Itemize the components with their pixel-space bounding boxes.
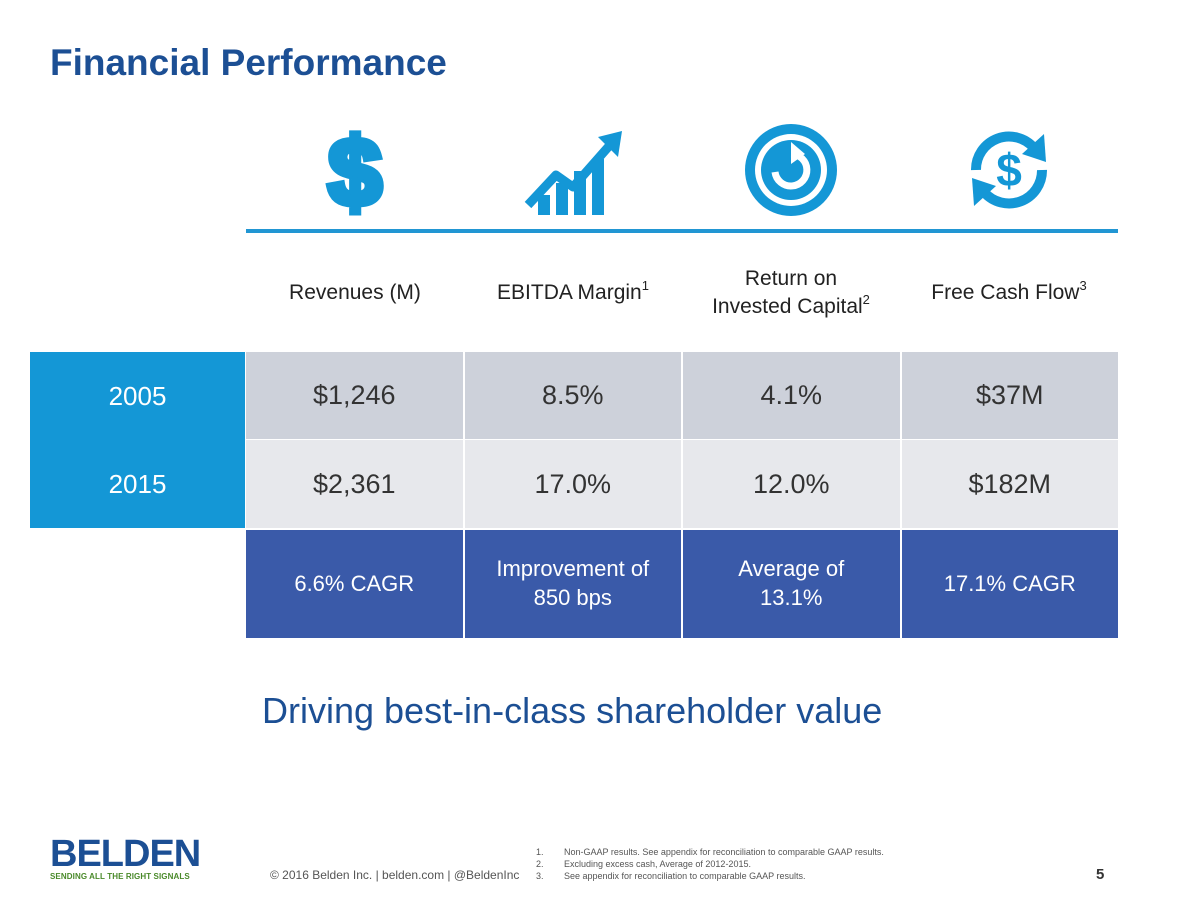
page-number: 5	[1096, 866, 1105, 883]
header-ebitda-margin: EBITDA Margin1	[497, 277, 649, 304]
table-cell: 4.1%	[683, 352, 902, 439]
table-cell: $37M	[901, 352, 1118, 439]
cash-cycle-icon-cell: $	[900, 120, 1118, 220]
header-roic: Return on Invested Capital2	[712, 266, 870, 318]
table-cell: $1,246	[246, 352, 465, 439]
table-cell: $182M	[901, 440, 1118, 528]
svg-text:$: $	[328, 123, 381, 218]
column-headers: Revenues (M) EBITDA Margin1 Return on Inv…	[246, 248, 1118, 338]
tagline: Driving best-in-class shareholder value	[262, 690, 883, 731]
icon-row: $ $ $	[246, 120, 1118, 220]
svg-text:$: $	[996, 144, 1022, 196]
copyright: © 2016 Belden Inc. | belden.com | @Belde…	[270, 868, 520, 882]
table-row: $1,246 8.5% 4.1% $37M	[246, 352, 1118, 439]
footnote: 3. See appendix for reconciliation to com…	[536, 871, 806, 881]
footnote-ref: 3	[1079, 277, 1087, 293]
refresh-icon-cell	[682, 120, 900, 220]
footnotes: 1. Non-GAAP results. See appendix for rec…	[536, 846, 884, 882]
belden-logo: BELDEN SENDING ALL THE RIGHT SIGNALS	[50, 833, 201, 881]
footnote-ref: 1	[641, 277, 649, 293]
cash-cycle-icon: $	[970, 131, 1048, 209]
footnote-ref: 2	[862, 292, 870, 307]
year-label-2005: 2005	[30, 352, 245, 440]
table-cell: 12.0%	[683, 440, 902, 528]
refresh-icon	[745, 124, 837, 216]
footnote: 2. Excluding excess cash, Average of 2012…	[536, 859, 751, 869]
dollar-icon-cell: $ $	[246, 120, 464, 220]
page-title: Financial Performance	[50, 42, 447, 83]
logo-tagline: SENDING ALL THE RIGHT SIGNALS	[50, 872, 190, 881]
header-divider	[246, 229, 1118, 233]
table-cell: 17.0%	[464, 440, 683, 528]
svg-text:$: $	[328, 123, 381, 218]
table-cell: $2,361	[246, 440, 465, 528]
summary-cell: Average of 13.1%	[683, 530, 902, 638]
header-revenues: Revenues (M)	[289, 280, 421, 304]
table-row: $2,361 17.0% 12.0% $182M	[246, 440, 1118, 528]
dollar-icon: $ $	[325, 123, 385, 218]
summary-cell: 6.6% CAGR	[246, 530, 465, 638]
logo-wordmark: BELDEN	[50, 833, 201, 875]
footnote: 1. Non-GAAP results. See appendix for rec…	[536, 847, 884, 857]
header-free-cash-flow: Free Cash Flow3	[931, 277, 1087, 304]
table-cell: 8.5%	[464, 352, 683, 439]
growth-chart-icon	[524, 130, 622, 215]
summary-row: 6.6% CAGR Improvement of 850 bps Average …	[246, 530, 1118, 638]
summary-cell: Improvement of 850 bps	[464, 530, 683, 638]
growth-chart-icon-cell	[464, 120, 682, 220]
summary-cell: 17.1% CAGR	[901, 530, 1118, 638]
year-label-2015: 2015	[30, 440, 245, 528]
